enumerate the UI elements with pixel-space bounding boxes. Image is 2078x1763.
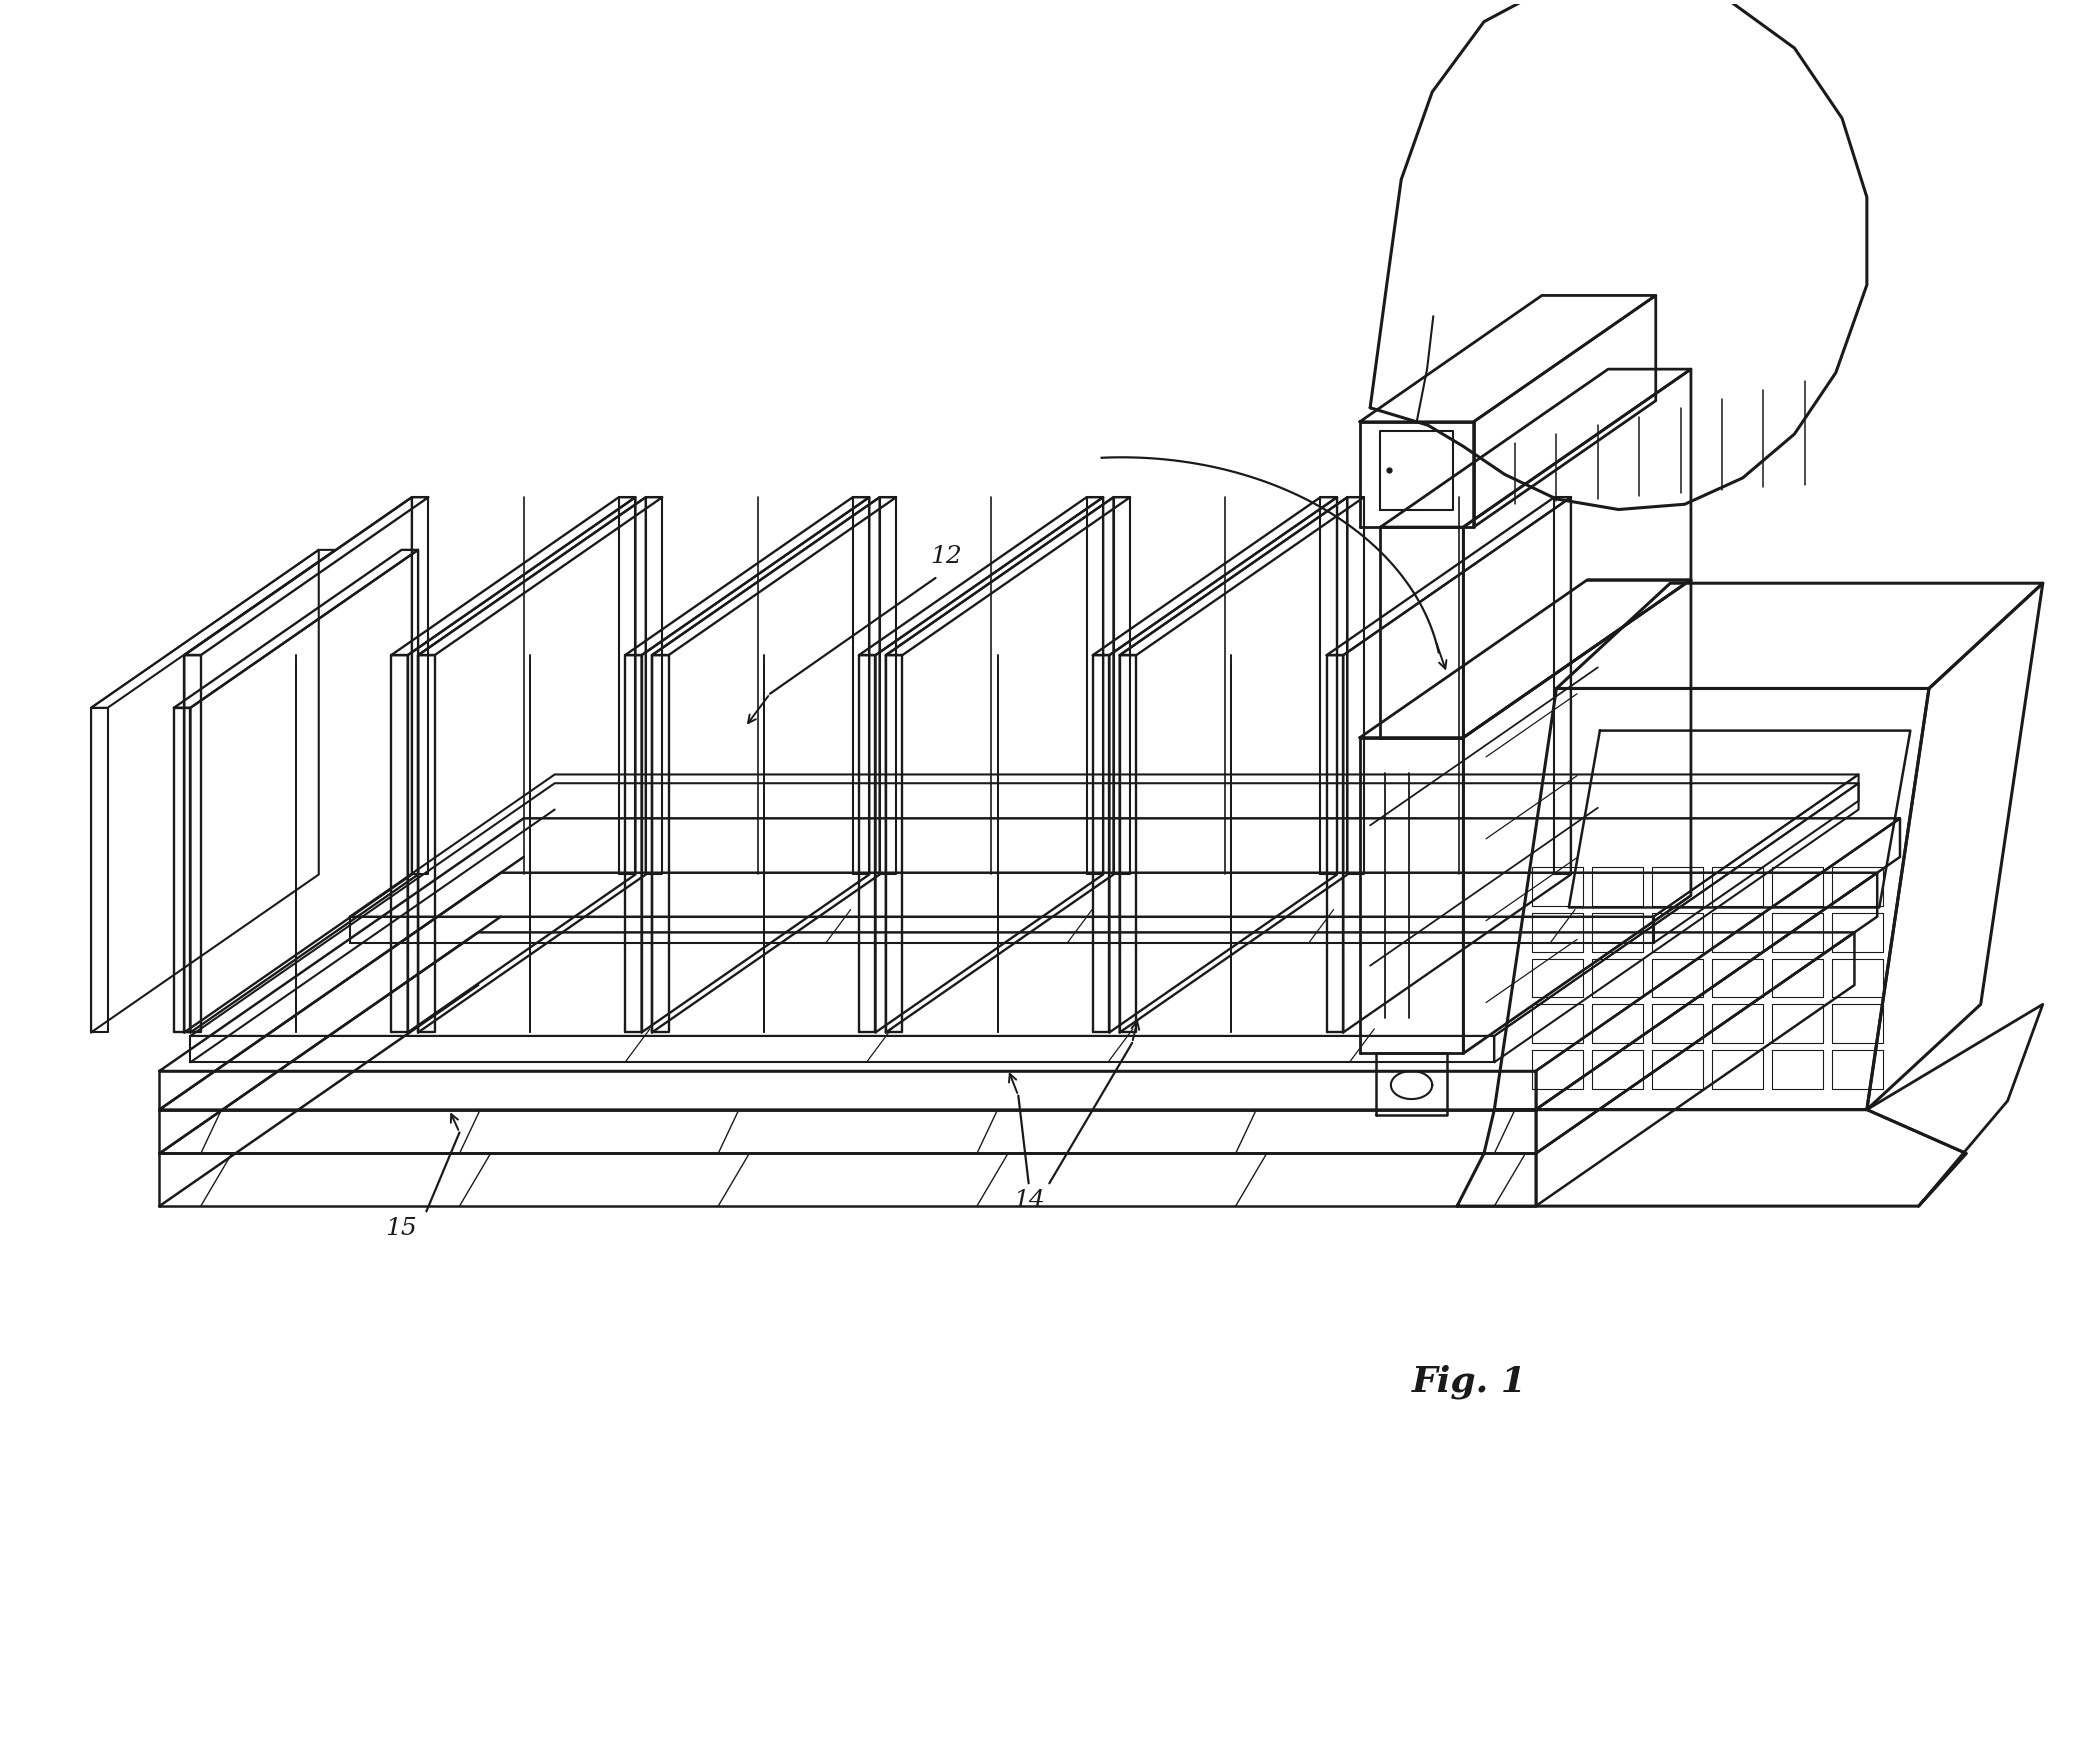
Text: Fig. 1: Fig. 1 [1411,1365,1527,1398]
Text: 14: 14 [1012,1190,1045,1213]
Text: 12: 12 [931,545,962,568]
Text: 15: 15 [387,1218,418,1241]
